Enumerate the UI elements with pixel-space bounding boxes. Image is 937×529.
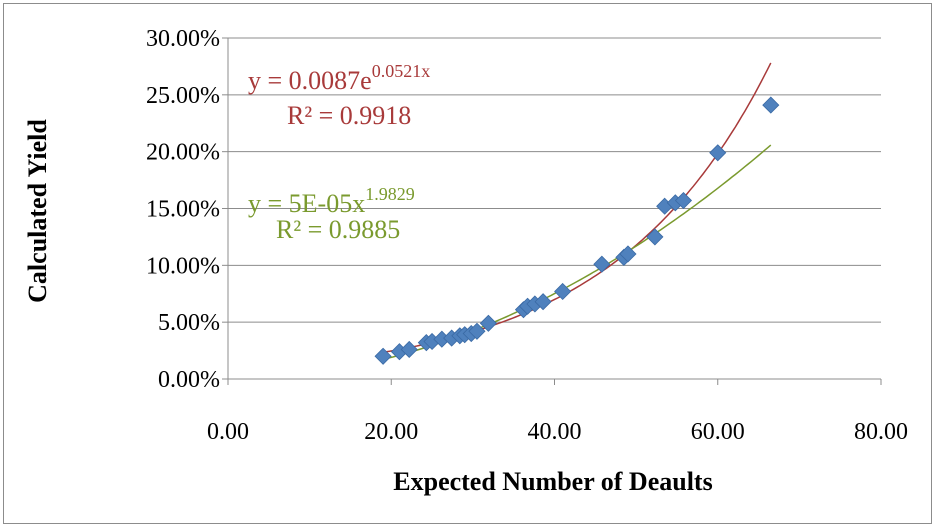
- data-point: [400, 340, 418, 359]
- y-tick-label: 20.00%: [146, 140, 220, 166]
- data-point: [709, 144, 727, 162]
- exponential-trendline: [382, 62, 772, 354]
- axes: [227, 38, 881, 380]
- data-point: [479, 314, 497, 332]
- data-point: [619, 245, 637, 263]
- data-point: [674, 191, 693, 210]
- x-tick-label: 40.00: [528, 419, 582, 445]
- x-tick-label: 0.00: [207, 419, 249, 445]
- gridlines: [222, 37, 882, 385]
- y-tick-labels: 0.00% 5.00% 10.00% 15.00% 20.00% 25.00% 30.00%: [146, 26, 220, 393]
- y-tick-label: 30.00%: [146, 26, 220, 52]
- y-tick-label: 0.00%: [158, 367, 220, 393]
- data-point: [534, 293, 552, 311]
- y-tick-label: 5.00%: [158, 310, 220, 336]
- data-point: [468, 322, 486, 340]
- exp-equation: y = 0.0087e0.0521x: [248, 61, 430, 95]
- data-point: [554, 282, 572, 301]
- x-tick-label: 20.00: [364, 419, 418, 445]
- x-tick-labels: 0.00 20.00 40.00 60.00 80.00: [207, 419, 908, 445]
- exp-r2: R² = 0.9918: [287, 101, 411, 130]
- trendlines: [382, 62, 772, 361]
- y-tick-label: 25.00%: [146, 83, 220, 109]
- data-point: [593, 255, 611, 273]
- x-axis-title: Expected Number of Deaults: [393, 467, 712, 496]
- power-r2: R² = 0.9885: [276, 215, 400, 244]
- x-tick-label: 80.00: [854, 419, 908, 445]
- y-tick-label: 10.00%: [146, 253, 220, 279]
- data-points: [374, 96, 780, 365]
- power-trendline: [382, 144, 772, 361]
- power-equation: y = 5E-05x1.9829: [248, 184, 415, 218]
- data-point: [762, 96, 780, 114]
- x-tick-label: 60.00: [691, 419, 745, 445]
- chart-frame: [3, 3, 932, 524]
- y-axis-title: Calculated Yield: [23, 119, 52, 303]
- y-tick-label: 15.00%: [146, 197, 220, 223]
- data-point: [646, 228, 664, 246]
- data-point: [374, 347, 392, 365]
